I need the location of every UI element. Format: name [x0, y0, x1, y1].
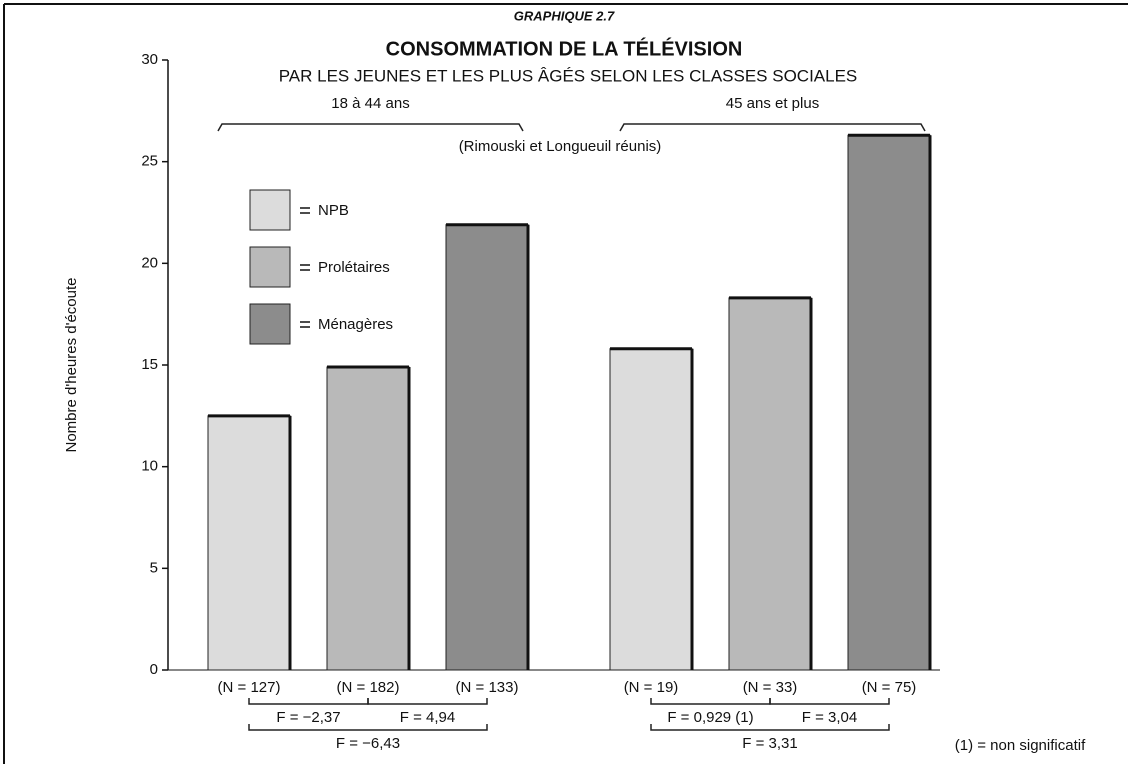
chart-title: CONSOMMATION DE LA TÉLÉVISION: [386, 37, 743, 60]
y-tick-label: 0: [150, 661, 158, 678]
legend-label: NPB: [318, 202, 349, 219]
y-tick-label: 10: [141, 458, 158, 475]
legend-swatch: [249, 246, 291, 288]
header: GRAPHIQUE 2.7: [514, 8, 615, 23]
f-bracket: [650, 724, 890, 731]
group-label: 45 ans et plus: [726, 95, 819, 112]
f-label: F = 3,31: [742, 735, 797, 752]
bar: [326, 366, 410, 671]
n-label: (N = 19): [624, 679, 679, 696]
group-bracket: [619, 123, 926, 132]
f-bracket: [248, 724, 488, 731]
bar: [609, 348, 693, 671]
legend-label: Ménagères: [318, 316, 393, 333]
y-tick-label: 20: [141, 254, 158, 271]
chart-subtitle: PAR LES JEUNES ET LES PLUS ÂGÉS SELON LE…: [279, 66, 858, 85]
y-tick-label: 25: [141, 153, 158, 170]
f-label: F = 3,04: [802, 709, 857, 726]
f-bracket: [650, 698, 771, 705]
n-label: (N = 75): [862, 679, 917, 696]
f-bracket: [248, 698, 369, 705]
f-label: F = 4,94: [400, 709, 455, 726]
f-label: F = −6,43: [336, 735, 400, 752]
y-tick-label: 30: [141, 51, 158, 68]
y-tick-label: 15: [141, 356, 158, 373]
legend-swatch: [249, 303, 291, 345]
group-bracket: [217, 123, 524, 132]
y-tick-label: 5: [150, 559, 158, 576]
legend-label: Prolétaires: [318, 259, 390, 276]
bar: [207, 415, 291, 671]
n-label: (N = 33): [743, 679, 798, 696]
bar: [445, 224, 529, 671]
bar: [728, 297, 812, 671]
n-label: (N = 182): [337, 679, 400, 696]
note: (Rimouski et Longueuil réunis): [459, 138, 662, 155]
legend-swatch: [249, 189, 291, 231]
y-axis-label: Nombre d'heures d'écoute: [63, 278, 80, 453]
f-bracket: [367, 698, 488, 705]
f-bracket: [769, 698, 890, 705]
f-label: F = 0,929 (1): [667, 709, 753, 726]
n-label: (N = 127): [218, 679, 281, 696]
footnote: (1) = non significatif: [955, 737, 1086, 754]
group-label: 18 à 44 ans: [331, 95, 409, 112]
n-label: (N = 133): [456, 679, 519, 696]
f-label: F = −2,37: [276, 709, 340, 726]
bar: [847, 134, 931, 671]
